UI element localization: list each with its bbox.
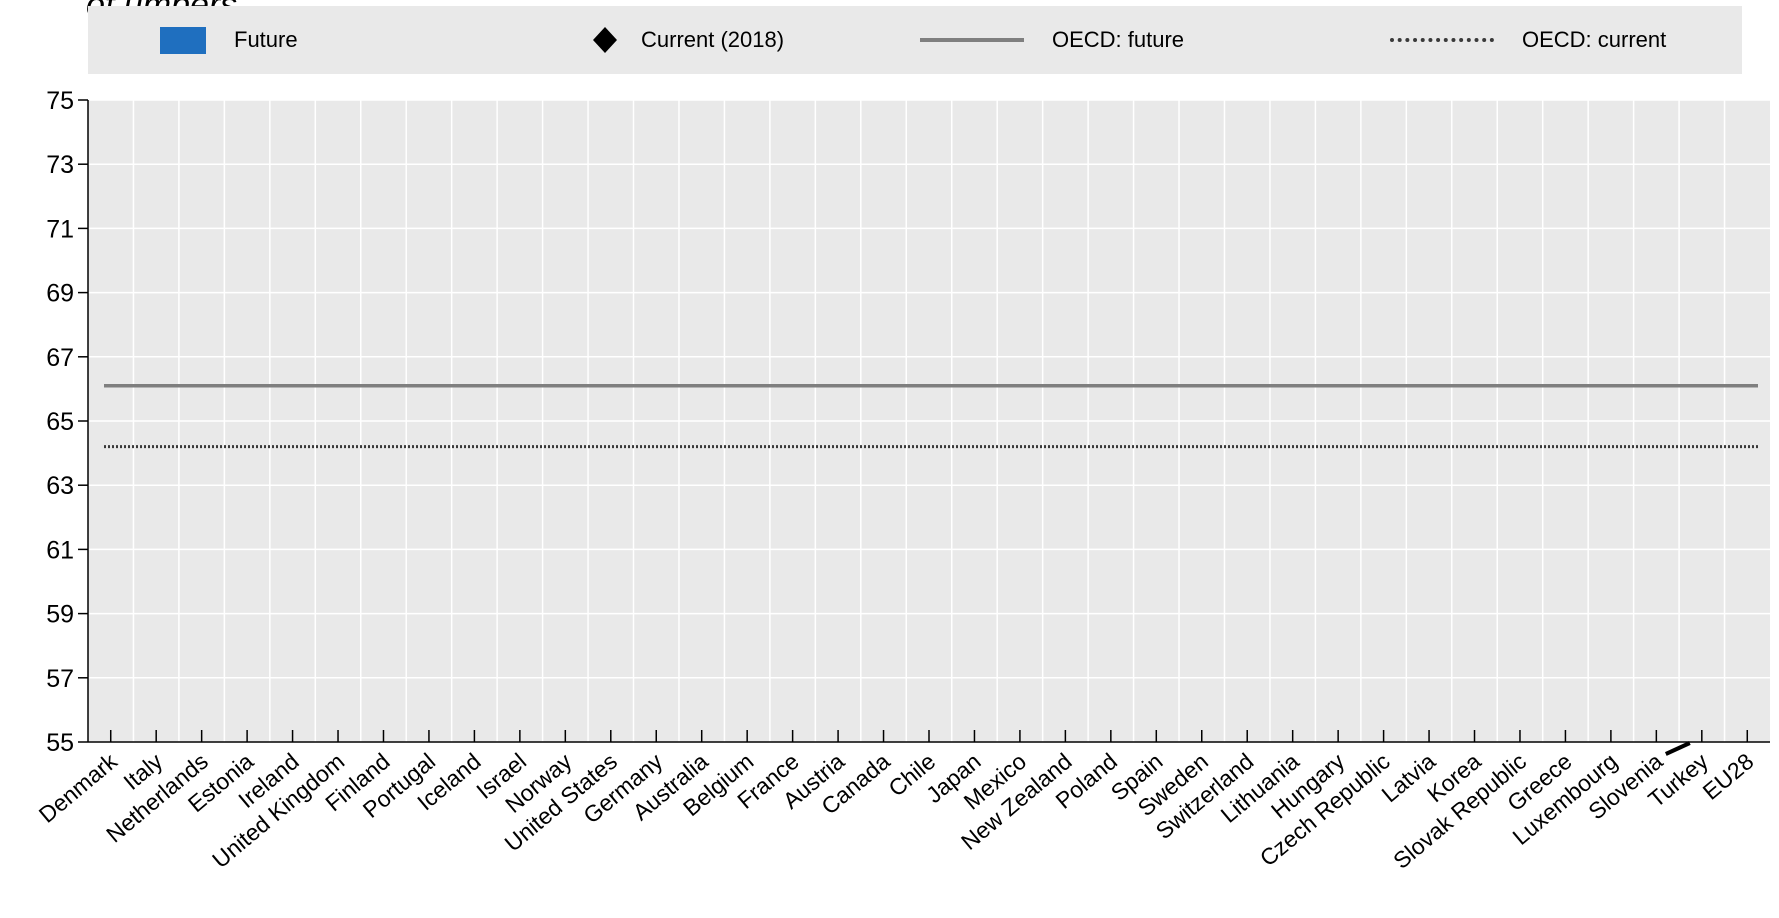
legend-current-diamond-icon [593, 27, 617, 53]
legend-item-oecd-current: OECD: current [1390, 6, 1666, 74]
y-tick-label: 69 [46, 280, 74, 308]
y-tick-label: 57 [46, 665, 74, 693]
legend-item-current: Current (2018) [591, 6, 784, 74]
y-tick-label: 71 [46, 215, 74, 243]
legend-future-label: Future [234, 27, 298, 52]
y-tick-label: 67 [46, 344, 74, 372]
legend-item-future: Future [160, 6, 298, 74]
y-tick-label: 63 [46, 472, 74, 500]
legend-oecd-current-swatch [1390, 38, 1494, 42]
legend-future-swatch [160, 26, 206, 54]
x-tick-label: Denmark [34, 748, 123, 828]
turkey-annotation-mark [1664, 741, 1691, 756]
legend: Future Current (2018) OECD: future OECD:… [88, 6, 1742, 74]
y-tick-label: 75 [46, 87, 74, 115]
x-tick-label: EU28 [1698, 748, 1759, 805]
legend-oecd-future-label: OECD: future [1052, 27, 1185, 52]
y-tick-label: 73 [46, 151, 74, 179]
y-tick-label: 65 [46, 408, 74, 436]
y-tick-label: 55 [46, 729, 74, 757]
legend-oecd-current-label: OECD: current [1522, 27, 1667, 52]
legend-item-oecd-future: OECD: future [920, 6, 1184, 74]
y-tick-label: 59 [46, 601, 74, 629]
legend-current-label: Current (2018) [641, 27, 785, 52]
y-tick-label: 61 [46, 536, 74, 564]
legend-oecd-future-swatch [920, 38, 1024, 42]
